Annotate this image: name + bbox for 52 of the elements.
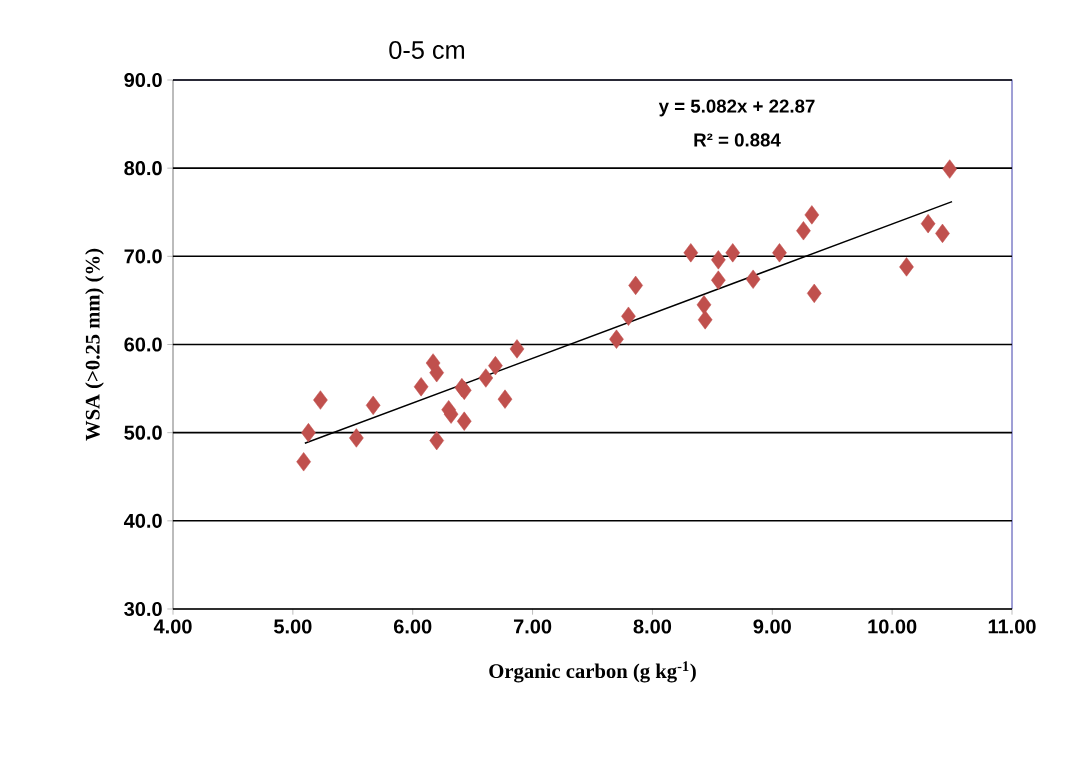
point [301, 423, 316, 443]
point [488, 356, 503, 376]
point [899, 257, 914, 277]
y-tick-label: 40.0 [123, 513, 162, 528]
point [478, 368, 494, 388]
y-tick-label: 70.0 [124, 249, 162, 264]
point [725, 243, 740, 263]
point [628, 275, 643, 296]
y-tick-label: 50.0 [124, 425, 162, 440]
point [609, 329, 624, 349]
point [349, 428, 364, 448]
x-tick-label: 4.00 [153, 619, 192, 634]
y-tick-label: 90.0 [124, 72, 162, 88]
point [804, 205, 820, 225]
point [456, 411, 472, 431]
point [696, 295, 712, 315]
point [806, 283, 822, 303]
x-tick-label: 8.00 [633, 619, 672, 634]
x-tick-label: 9.00 [753, 619, 791, 634]
point [935, 223, 950, 244]
point [313, 390, 328, 410]
point [296, 452, 311, 472]
x-axis-title: Organic carbon (g kg$^{-1}$) [489, 661, 696, 683]
annotation: R² = 0.884 [694, 133, 781, 147]
point [697, 310, 713, 330]
y-tick-label: 80.0 [124, 161, 162, 176]
point [443, 404, 459, 424]
point [683, 243, 699, 263]
x-tick-label: 11.00 [988, 619, 1036, 634]
point [429, 430, 444, 451]
point [413, 377, 429, 397]
point [796, 221, 811, 241]
point [621, 306, 636, 326]
x-tick-label: 7.00 [513, 619, 552, 634]
point [711, 270, 726, 290]
x-tick-label: 6.00 [393, 619, 432, 634]
annotation: y = 5.082x + 22.87 [658, 99, 815, 117]
point [497, 389, 513, 409]
y-tick-label: 30.0 [124, 601, 162, 617]
point [429, 363, 444, 383]
y-axis-title: WSA (>0.25 mm) (%) [85, 248, 104, 441]
chart-title: 0-5 cm [389, 41, 465, 59]
point [772, 243, 787, 263]
y-tick-label: 60.0 [124, 337, 162, 352]
point [365, 395, 381, 415]
point [745, 269, 761, 289]
point [920, 214, 936, 234]
point [509, 339, 525, 359]
x-tick-label: 10.00 [868, 619, 917, 634]
point [711, 250, 726, 270]
point [942, 159, 957, 179]
x-tick-label: 5.00 [274, 619, 312, 634]
